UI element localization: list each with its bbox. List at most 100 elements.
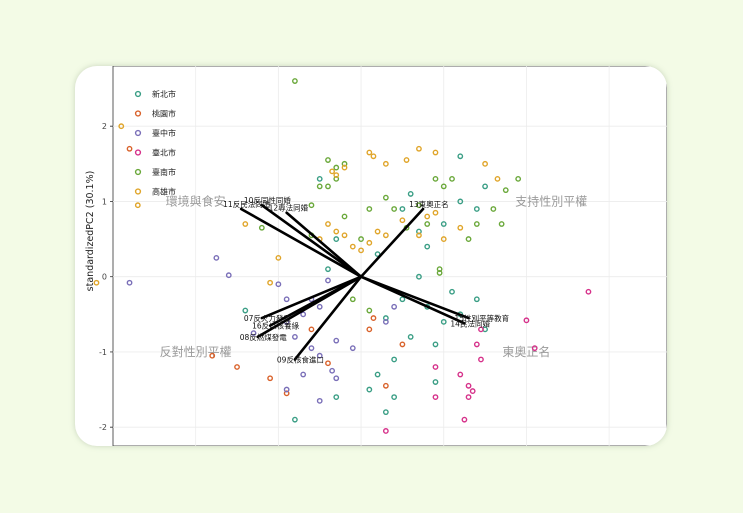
data-point — [478, 326, 484, 333]
quadrant-label: 環境與食安 — [166, 193, 226, 208]
data-point — [498, 221, 505, 227]
loading-label: 13東奧正名 — [409, 199, 449, 209]
data-point — [478, 356, 484, 363]
data-point — [432, 364, 439, 370]
data-point — [449, 288, 455, 295]
data-point — [242, 221, 249, 227]
data-point — [473, 206, 480, 212]
data-point — [473, 296, 480, 303]
data-point — [490, 206, 497, 212]
data-point — [523, 317, 530, 324]
data-point — [457, 198, 464, 205]
quadrant-label: 東奧正名 — [502, 344, 550, 359]
legend-entry: 高雄市 — [152, 187, 176, 197]
data-point — [325, 183, 331, 190]
data-point — [341, 164, 348, 171]
data-point — [134, 202, 141, 209]
data-point — [300, 371, 307, 378]
data-point — [436, 270, 443, 276]
data-point — [457, 371, 464, 378]
data-point — [432, 379, 439, 385]
y-tick-label: 2 — [102, 122, 107, 131]
legend-marker — [134, 149, 142, 156]
data-point — [391, 394, 398, 400]
data-point — [209, 352, 216, 359]
data-point — [366, 326, 373, 333]
data-point — [440, 183, 447, 190]
data-point — [531, 345, 538, 352]
legend-entry: 新北市 — [152, 89, 176, 99]
data-point — [333, 337, 340, 344]
data-point — [366, 386, 373, 393]
data-point — [416, 202, 422, 209]
data-point — [473, 221, 480, 227]
data-point — [341, 232, 348, 239]
data-point — [424, 221, 431, 227]
loading-arrow — [285, 211, 363, 278]
quadrant-label: 反對性別平權 — [160, 345, 232, 359]
data-point — [585, 288, 592, 295]
loading-label: 09反核食進口 — [277, 354, 324, 364]
data-point — [325, 221, 331, 227]
data-point — [370, 315, 377, 321]
data-point — [93, 279, 100, 286]
legend-marker — [134, 188, 142, 195]
data-point — [465, 382, 472, 389]
data-point — [382, 428, 389, 434]
loading-label: 07反火力發電 — [244, 313, 292, 323]
data-point — [424, 213, 431, 220]
legend-entry: 桃園市 — [152, 109, 176, 119]
data-point — [325, 360, 331, 367]
data-point — [399, 341, 406, 348]
loading-arrow — [260, 203, 363, 278]
data-point — [349, 243, 356, 250]
data-point — [308, 345, 315, 352]
data-point — [461, 416, 468, 423]
data-point — [374, 371, 381, 378]
loading-label: 11反民法同婚 — [223, 199, 271, 209]
legend-marker — [134, 168, 142, 176]
data-point — [333, 394, 340, 400]
data-point — [329, 168, 336, 175]
data-point — [292, 333, 298, 340]
data-point — [325, 277, 331, 284]
data-point — [316, 352, 323, 359]
loading-label: 08反燃煤發電 — [240, 332, 288, 342]
data-point — [382, 318, 389, 325]
y-tick-label: 0 — [102, 273, 107, 282]
data-point — [308, 326, 315, 333]
data-point — [333, 172, 340, 179]
data-point — [325, 266, 331, 273]
y-tick-label: -2 — [99, 423, 107, 432]
data-point — [370, 153, 377, 160]
data-point — [341, 213, 348, 220]
data-point — [267, 279, 274, 286]
loading-label: 16反以核養綠 — [252, 321, 300, 331]
data-point — [283, 386, 290, 393]
data-point — [403, 157, 410, 163]
legend-entry: 臺北市 — [152, 148, 176, 158]
data-point — [225, 272, 232, 279]
data-point — [250, 330, 257, 337]
data-point — [382, 160, 389, 167]
legend-marker — [134, 90, 142, 98]
data-point — [316, 303, 323, 310]
data-point — [391, 303, 398, 310]
data-point — [440, 221, 447, 227]
data-point — [213, 254, 220, 261]
loading-arrow — [239, 207, 363, 278]
plot-panel — [112, 66, 667, 446]
data-point — [465, 394, 472, 400]
data-point — [432, 209, 439, 216]
data-point — [366, 149, 373, 156]
data-point — [416, 232, 422, 239]
data-point — [407, 191, 414, 197]
data-point — [494, 175, 501, 182]
data-point — [316, 183, 323, 190]
data-point — [366, 239, 373, 246]
data-point — [457, 153, 464, 160]
data-point — [267, 375, 274, 382]
loading-arrow — [359, 275, 466, 325]
data-point — [440, 236, 447, 242]
data-point — [126, 279, 133, 286]
